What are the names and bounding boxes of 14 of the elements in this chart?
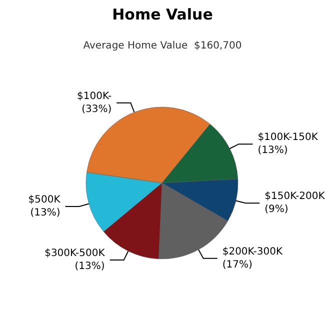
slice-label: $500K xyxy=(28,194,61,206)
slice-label: $100K- xyxy=(77,90,112,102)
slice-label: $150K-200K xyxy=(264,191,325,202)
slice-label: $200K-300K xyxy=(222,246,283,258)
slice-label: $100K-150K xyxy=(258,132,318,144)
chart-subtitle: Average Home Value $160,700 xyxy=(83,40,242,52)
data-label: (33%) xyxy=(82,104,112,115)
data-label: (17%) xyxy=(222,259,252,270)
data-label: (13%) xyxy=(30,208,60,219)
data-label: (9%) xyxy=(264,204,288,216)
data-label: (13%) xyxy=(74,261,105,272)
slice-label: $300K-500K xyxy=(44,248,106,260)
data-label: (13%) xyxy=(258,145,288,156)
chart-title: Home Value xyxy=(112,6,213,24)
